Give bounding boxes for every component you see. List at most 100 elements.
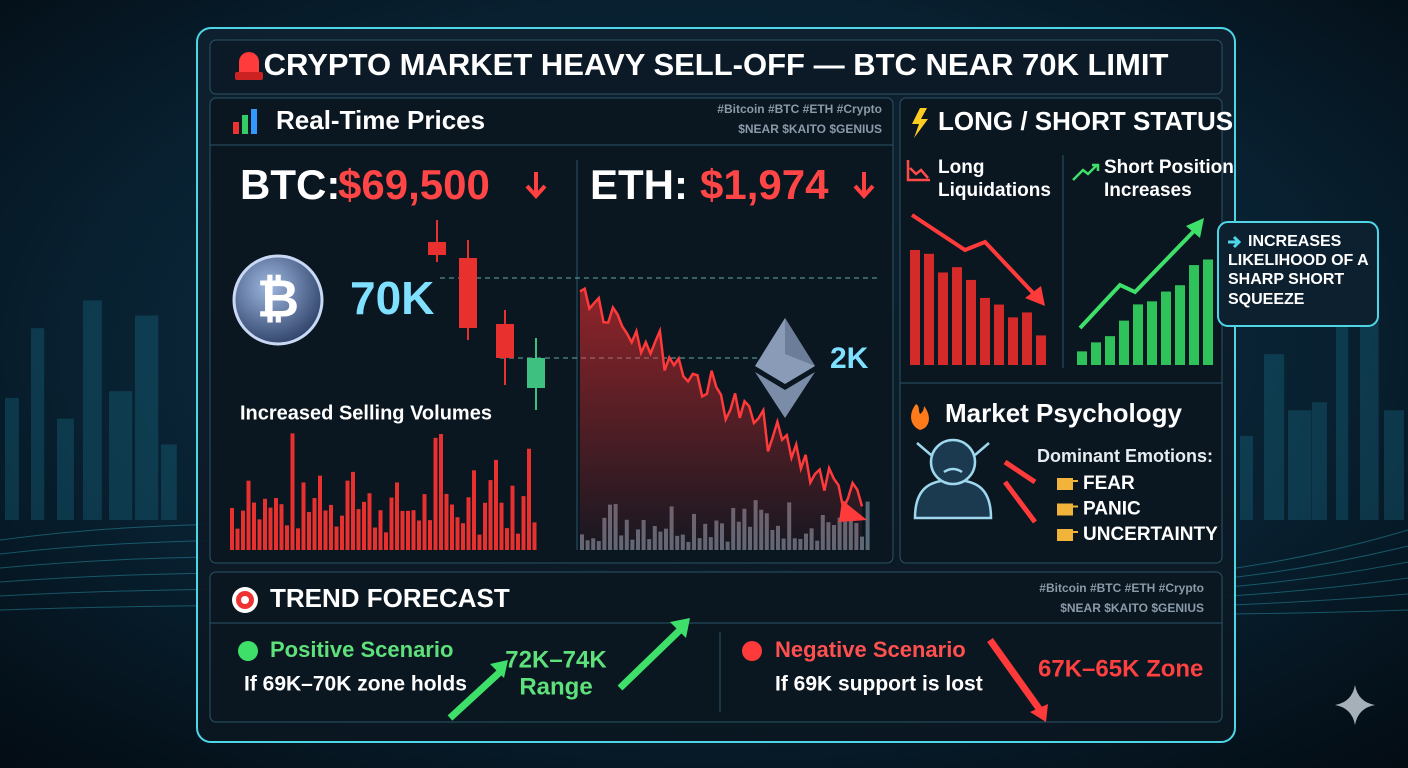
liquidation-bar: [910, 249, 920, 365]
volume-bar: [312, 498, 317, 550]
volume-bar: [865, 501, 870, 550]
building: [83, 300, 102, 520]
volume-bar: [323, 510, 328, 550]
eth-level: 2K: [830, 342, 869, 375]
volume-bar: [235, 528, 240, 550]
volume-bar: [455, 517, 460, 550]
liquidation-bar: [1022, 312, 1032, 365]
title-bar: [209, 39, 1223, 95]
forecast-panel: [209, 571, 1223, 723]
down-head: [1025, 286, 1045, 306]
section-heading: Market Psychology: [945, 398, 1183, 428]
svg-text:₿: ₿: [257, 271, 299, 329]
volume-bar: [378, 510, 383, 550]
volume-bar: [329, 504, 333, 550]
volume-bar: [466, 497, 471, 550]
short-bar: [1105, 336, 1115, 365]
building: [1384, 410, 1404, 520]
candle-body: [496, 324, 514, 358]
volume-bar: [444, 493, 449, 550]
volume-bar: [252, 502, 256, 550]
emotion-arrows: [1003, 459, 1037, 524]
emotion: FEAR: [1083, 473, 1135, 494]
volume-bar: [417, 520, 421, 550]
volume-bar: [389, 497, 394, 550]
callout-box: [1217, 221, 1379, 327]
hand-icon: [1057, 529, 1078, 541]
volume-bar: [340, 515, 344, 550]
volume-bar: [532, 522, 537, 550]
short-bar: [1161, 291, 1171, 365]
volume-bar: [516, 533, 520, 550]
volume-bar: [285, 525, 289, 550]
volume-bar: [274, 498, 278, 550]
volume-bar: [307, 511, 311, 550]
volume-bar: [521, 496, 526, 550]
scenario-title: Negative Scenario: [775, 637, 966, 662]
volume-bar: [510, 485, 515, 550]
stressed-person-icon: [913, 438, 993, 520]
volume-bar: [367, 493, 372, 550]
volume-bar: [384, 532, 388, 550]
volume-bar: [395, 482, 399, 550]
trend-arrow: [839, 500, 867, 522]
volume-bar: [373, 527, 377, 550]
price-line: [579, 286, 864, 512]
building: [1240, 435, 1253, 520]
sparkle-icon: [1335, 685, 1375, 725]
volume-bar: [450, 504, 454, 550]
building: [1312, 402, 1327, 520]
volume-bar: [351, 471, 355, 550]
liquidation-bar: [980, 297, 990, 365]
hashtags: #Bitcoin #BTC #ETH #Crypto: [717, 102, 882, 116]
building: [161, 444, 177, 520]
emotions-label: Dominant Emotions:: [1037, 446, 1213, 466]
volume-bar: [356, 509, 361, 550]
down-arrow: [853, 172, 875, 199]
volume-bar: [505, 528, 509, 550]
btc-price: $69,500: [338, 161, 490, 208]
volume-bar: [230, 508, 234, 550]
liquidation-bar: [966, 279, 976, 365]
eth-label: ETH:: [590, 161, 688, 208]
volume-bar: [477, 534, 482, 550]
emotion: UNCERTAINTY: [1083, 524, 1218, 545]
negative-dot: [742, 641, 762, 661]
status-panel: [899, 97, 1223, 564]
emotion: PANIC: [1083, 499, 1141, 520]
btc-label: BTC:: [240, 161, 340, 208]
volume-bar: [461, 523, 465, 550]
down-trend: [910, 213, 1037, 297]
liquidation-bar: [952, 267, 962, 365]
up-icon: [1072, 163, 1100, 181]
building: [1336, 294, 1349, 520]
volume-bar: [527, 448, 531, 550]
short-bar: [1189, 265, 1199, 365]
volume-bar: [334, 526, 339, 550]
volume-bar: [362, 501, 366, 550]
scenario-target: 67K–65K Zone: [1038, 655, 1203, 682]
down-icon: [906, 160, 930, 182]
building: [135, 315, 159, 520]
volume-bar: [411, 510, 416, 550]
building: [31, 328, 45, 520]
pointing-icons: [1057, 478, 1078, 541]
title: CRYPTO MARKET HEAVY SELL-OFF — BTC NEAR …: [264, 47, 1169, 82]
forecast-arrows: [447, 618, 1048, 722]
liquidation-bar: [938, 272, 948, 365]
hashtags: #Bitcoin #BTC #ETH #Crypto: [1039, 581, 1204, 595]
volume-bar: [301, 482, 306, 550]
volume-bar: [296, 528, 300, 550]
volume-bar: [400, 510, 405, 550]
callout-text: INCREASES LIKELIHOOD OF A SHARP SHORT SQ…: [1228, 233, 1369, 308]
short-bar: [1175, 285, 1185, 365]
volume-bar: [494, 459, 498, 550]
volume-bar: [472, 470, 476, 550]
scenario-target: 72K–74K: [505, 646, 607, 673]
ethereum-icon: [755, 318, 815, 418]
scenario-target: Range: [519, 673, 592, 700]
short-bar: [1119, 320, 1129, 365]
volume-bar: [257, 519, 262, 550]
volume-bar: [290, 433, 295, 550]
